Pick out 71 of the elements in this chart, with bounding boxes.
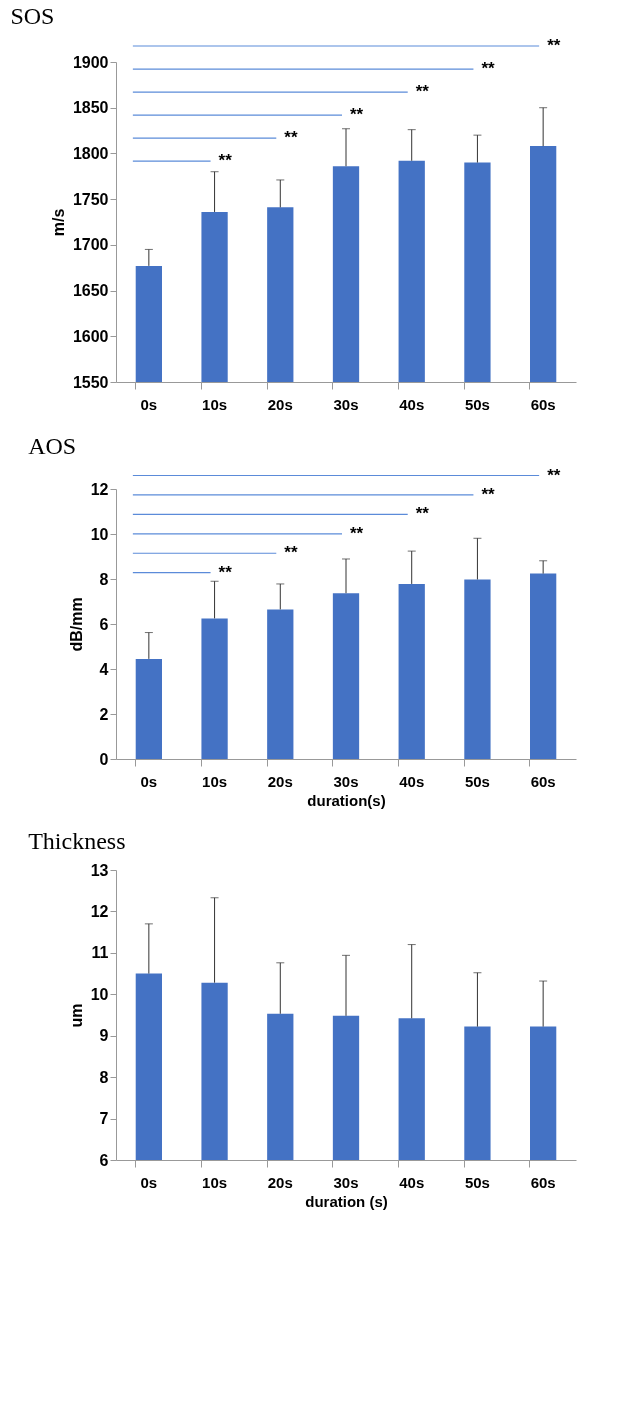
x-tick-label: 50s bbox=[464, 395, 490, 413]
x-tick-label: 60s bbox=[530, 772, 556, 790]
bar bbox=[201, 618, 228, 759]
x-tick-label: 30s bbox=[333, 772, 359, 790]
x-tick-label: 20s bbox=[267, 395, 293, 413]
bar bbox=[398, 583, 425, 759]
chart-title: Thickness bbox=[28, 828, 126, 854]
text: ** bbox=[547, 36, 561, 55]
x-tick-label: 20s bbox=[267, 1173, 293, 1191]
x-tick-label: 40s bbox=[399, 772, 425, 790]
annotation: ** bbox=[350, 105, 364, 125]
x-tick-label: 0s bbox=[140, 395, 158, 413]
y-tick-label: 12 bbox=[90, 480, 109, 498]
bar bbox=[332, 593, 360, 759]
x-tick-label: 60s bbox=[530, 1173, 556, 1191]
y-tick-label: 8 bbox=[99, 570, 109, 588]
chart-title: AOS bbox=[28, 432, 77, 459]
y-tick-label: 1650 bbox=[72, 282, 109, 300]
x-axis-title: duration(s) bbox=[307, 791, 386, 809]
bar bbox=[530, 573, 557, 759]
y-tick-label: 6 bbox=[99, 1151, 109, 1169]
y-tick-label: 7 bbox=[99, 1110, 109, 1128]
annotation: ** bbox=[481, 59, 496, 79]
y-tick-label: 13 bbox=[90, 861, 109, 879]
y-tick-label: 10 bbox=[90, 985, 109, 1003]
y-tick-label: 1850 bbox=[72, 99, 109, 117]
y-tick-label: 2 bbox=[99, 705, 109, 723]
y-tick-label: 9 bbox=[99, 1027, 109, 1045]
y-tick-label: 0 bbox=[99, 750, 109, 768]
annotation: ** bbox=[415, 504, 430, 524]
y-tick-label: 10 bbox=[90, 525, 109, 543]
y-tick-label: 1800 bbox=[72, 144, 109, 162]
y-tick-label: 1700 bbox=[72, 236, 109, 254]
text: ** bbox=[547, 465, 561, 485]
y-axis-title: dB/mm bbox=[67, 597, 85, 652]
annotation: ** bbox=[350, 523, 364, 543]
x-tick-label: 60s bbox=[530, 395, 556, 413]
y-tick-label: 12 bbox=[90, 902, 109, 920]
y-tick-label: 8 bbox=[99, 1068, 109, 1086]
x-tick-label: 40s bbox=[399, 1173, 425, 1191]
annotation: ** bbox=[415, 82, 430, 102]
x-tick-label: 20s bbox=[267, 772, 293, 790]
x-tick-label: 10s bbox=[202, 395, 228, 413]
x-tick-label: 40s bbox=[399, 395, 425, 413]
y-tick-label: 11 bbox=[91, 944, 109, 962]
x-tick-label: 10s bbox=[202, 772, 228, 790]
y-axis-title: um bbox=[67, 1003, 85, 1028]
annotation: ** bbox=[284, 543, 298, 563]
x-tick-label: 0s bbox=[140, 1173, 158, 1191]
bar bbox=[135, 658, 162, 759]
annotation: ** bbox=[481, 484, 496, 504]
chart-title: SOS bbox=[10, 3, 55, 29]
y-tick-label: 1900 bbox=[72, 53, 109, 71]
x-tick-label: 30s bbox=[333, 395, 359, 413]
x-tick-label: 0s bbox=[140, 772, 158, 790]
y-tick-label: 6 bbox=[99, 615, 109, 633]
annotation: ** bbox=[218, 562, 233, 582]
x-tick-label: 30s bbox=[333, 1173, 359, 1191]
bar bbox=[267, 609, 294, 759]
y-axis-title: m/s bbox=[49, 208, 67, 237]
y-tick-label: 1550 bbox=[72, 373, 109, 391]
x-tick-label: 50s bbox=[464, 772, 490, 790]
x-axis-title: duration (s) bbox=[305, 1192, 388, 1210]
annotation: ** bbox=[218, 151, 233, 171]
bar bbox=[464, 579, 491, 759]
y-tick-label: 4 bbox=[99, 660, 109, 678]
annotation: ** bbox=[284, 128, 298, 148]
y-tick-label: 1750 bbox=[72, 190, 109, 208]
y-tick-label: 1600 bbox=[72, 327, 109, 345]
x-tick-label: 10s bbox=[202, 1173, 228, 1191]
x-tick-label: 50s bbox=[464, 1173, 490, 1191]
